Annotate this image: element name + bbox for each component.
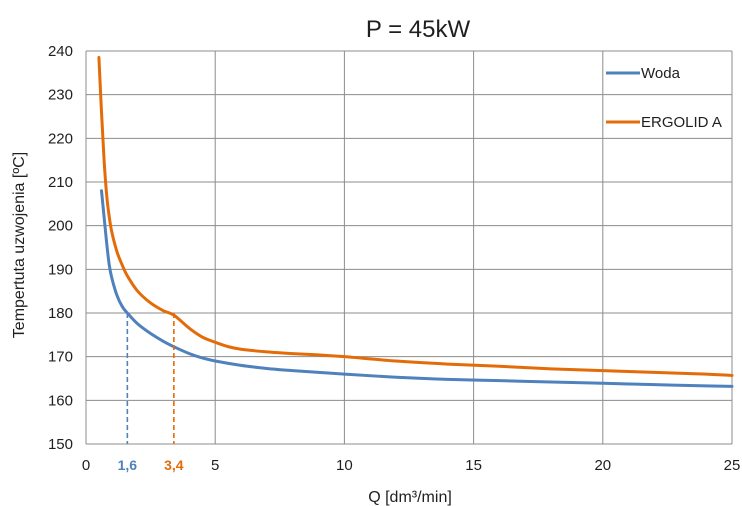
y-axis-ticks: 150 160 170 180 190 200 210 220 230 240	[48, 43, 73, 453]
x-tick-label: 0	[82, 457, 90, 474]
plot-area	[97, 56, 734, 388]
series-line-1	[97, 56, 734, 377]
annotations: 1,6 3,4	[118, 313, 184, 473]
legend: Woda ERGOLID A	[606, 65, 722, 131]
x-tick-label: 10	[336, 457, 353, 474]
y-tick-label: 160	[48, 392, 73, 409]
y-tick-label: 240	[48, 43, 73, 60]
x-axis-ticks: 0 5 10 15 20 25	[82, 457, 741, 474]
x-tick-label: 15	[465, 457, 482, 474]
series-line-0	[100, 189, 734, 388]
y-tick-label: 150	[48, 436, 73, 453]
y-tick-label: 230	[48, 87, 73, 104]
x-tick-label: 25	[724, 457, 741, 474]
y-axis-label: Tempertuta uzwojenia [ºC]	[11, 152, 28, 338]
y-tick-label: 210	[48, 174, 73, 191]
y-tick-label: 220	[48, 130, 73, 147]
annotation-label: 3,4	[164, 457, 184, 473]
annotation-label: 1,6	[118, 457, 138, 473]
gridlines	[85, 50, 733, 445]
y-tick-label: 190	[48, 261, 73, 278]
x-tick-label: 20	[594, 457, 611, 474]
x-tick-label: 5	[211, 457, 219, 474]
chart-title: P = 45kW	[366, 16, 471, 43]
legend-label: Woda	[641, 65, 681, 82]
y-tick-label: 200	[48, 218, 73, 235]
x-axis-label: Q [dm³/min]	[368, 489, 452, 506]
y-tick-label: 180	[48, 305, 73, 322]
y-tick-label: 170	[48, 349, 73, 366]
legend-label: ERGOLID A	[641, 114, 722, 131]
